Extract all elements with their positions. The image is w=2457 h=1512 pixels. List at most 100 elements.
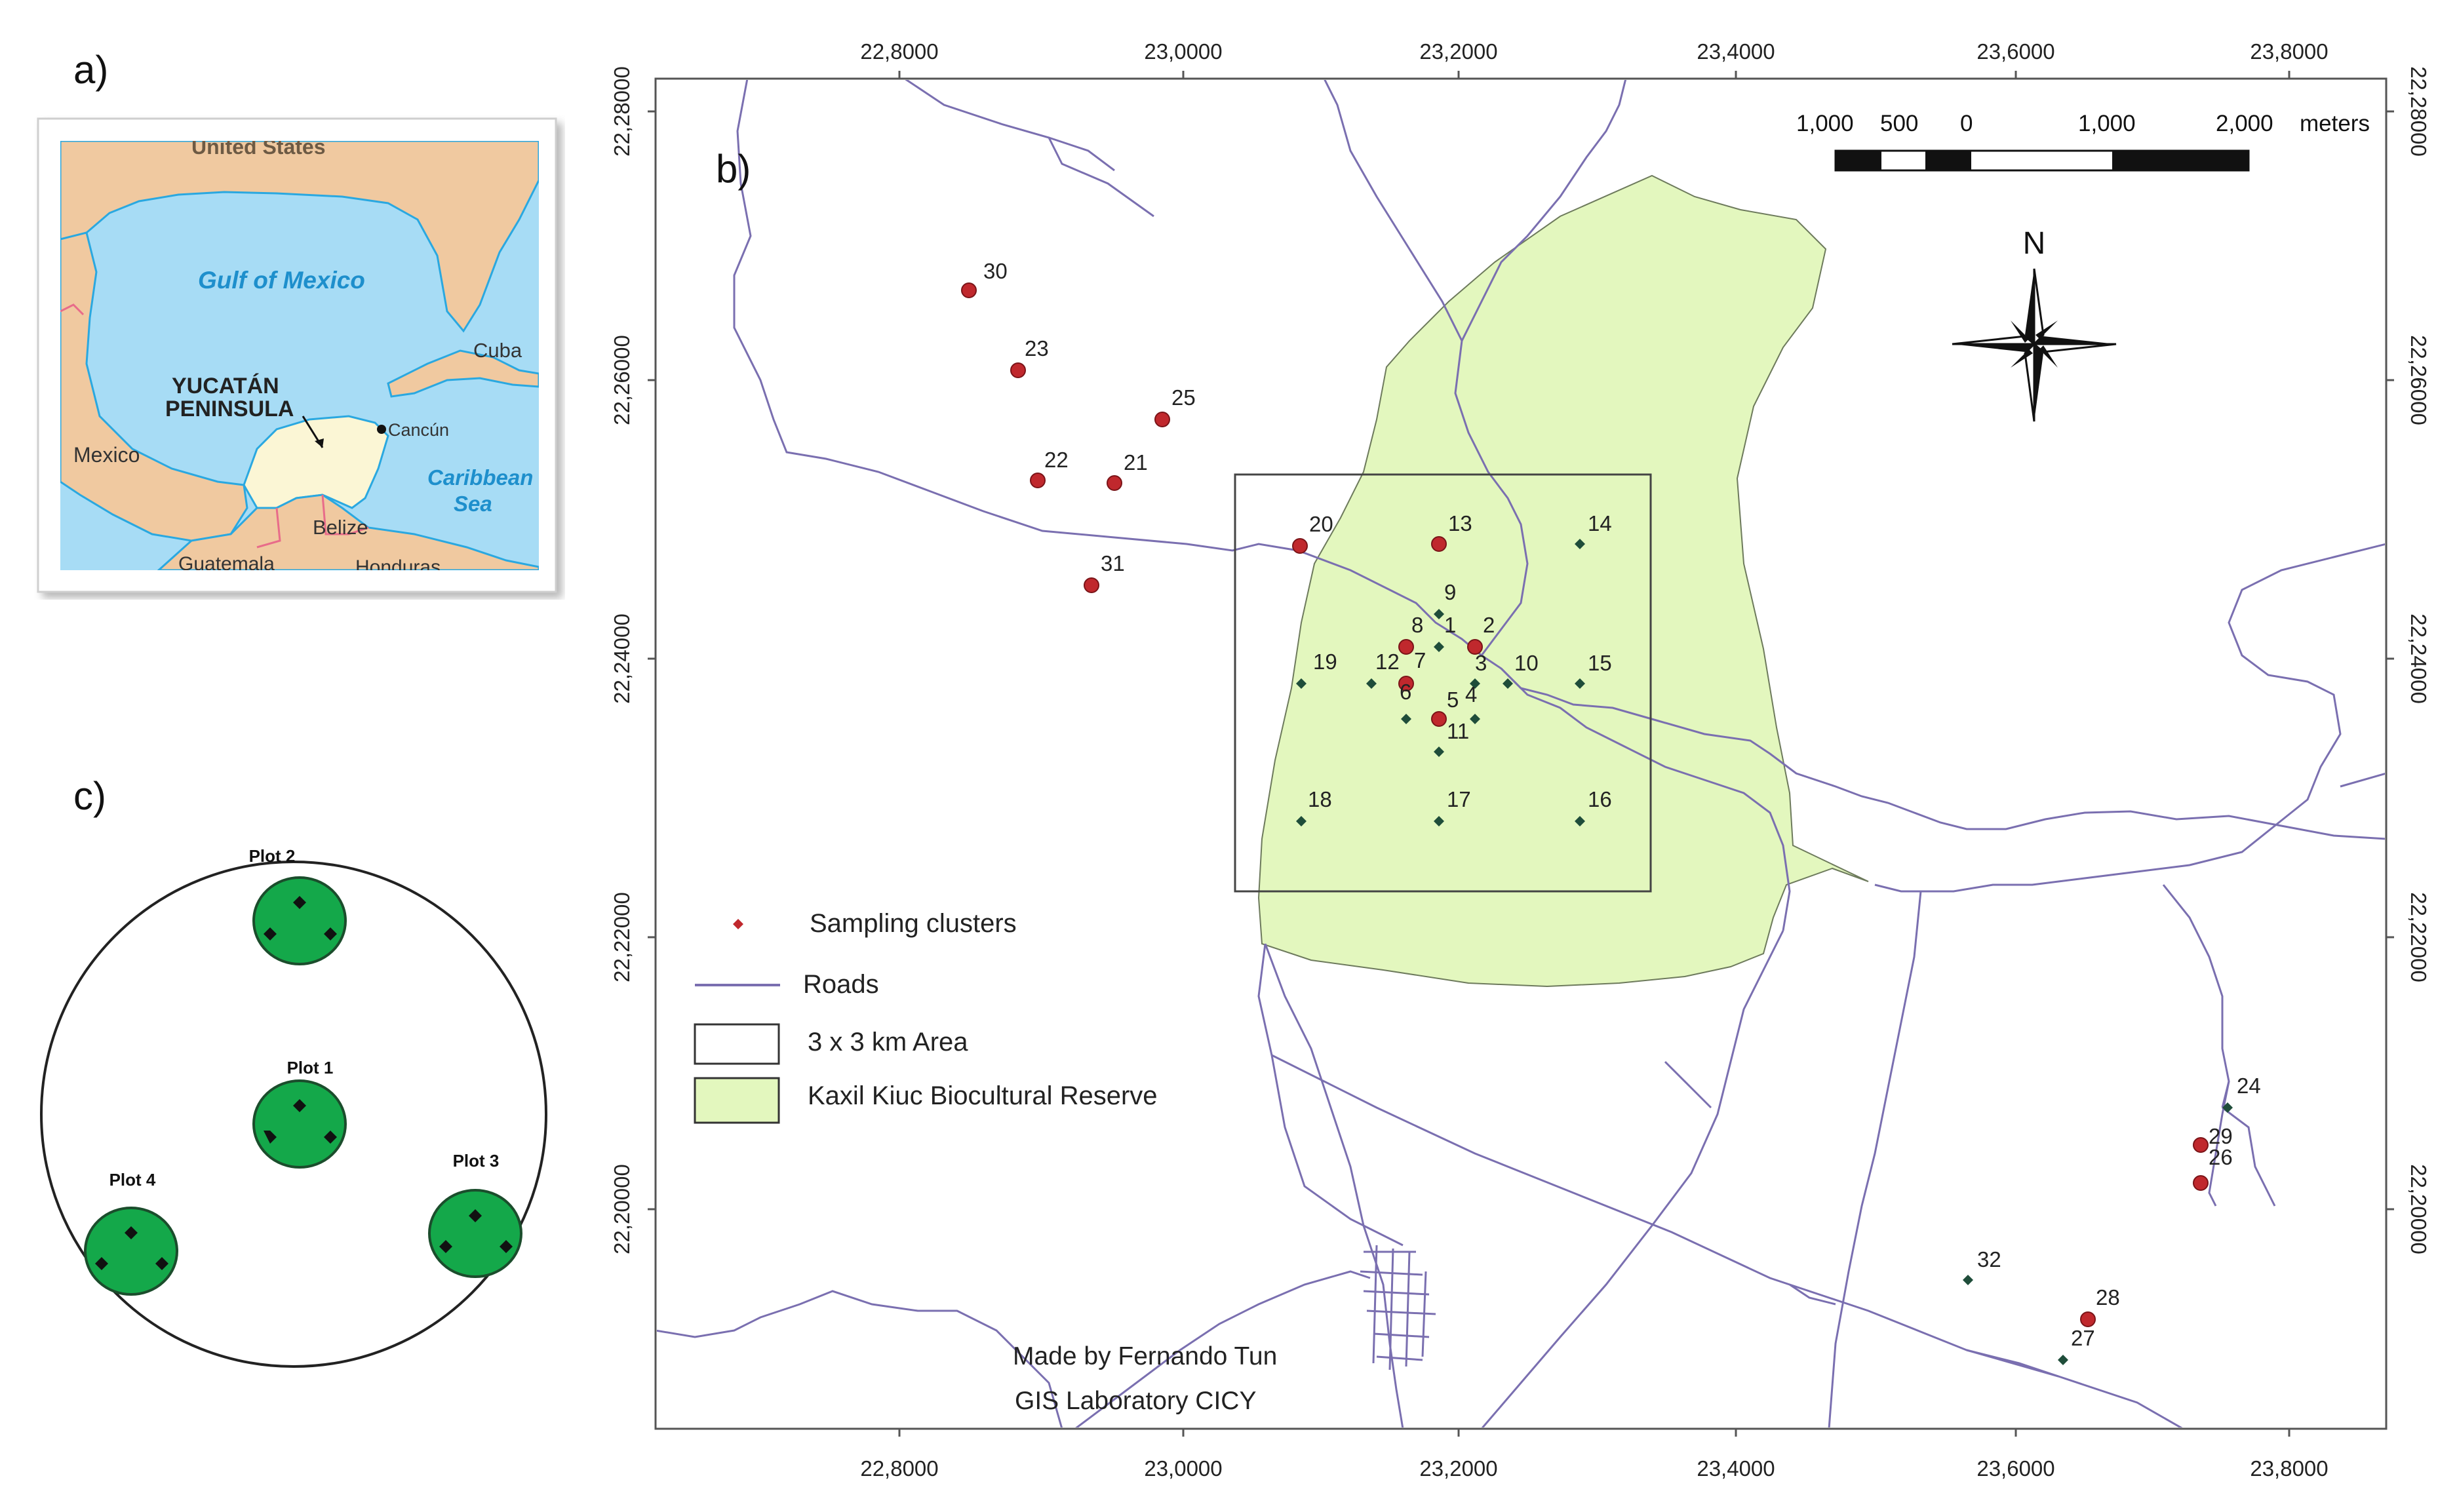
cluster-marker-25 [1154, 412, 1170, 427]
cluster-label-9: 9 [1444, 580, 1456, 604]
cluster-label-25: 25 [1171, 385, 1196, 410]
cluster-label-24: 24 [2237, 1074, 2261, 1098]
cluster-label-30: 30 [983, 259, 1008, 283]
inset-location-map: United States Gulf of Mexico YUCATÁN PEN… [37, 117, 557, 593]
panel-label-b: b) [716, 147, 751, 191]
cluster-label-23: 23 [1025, 336, 1049, 360]
panel-label-c: c) [73, 774, 106, 818]
cluster-label-29: 29 [2209, 1124, 2233, 1148]
inset-cancun-dot [377, 425, 386, 434]
north-arrow-icon: N [1952, 226, 2117, 422]
inset-borders [256, 494, 369, 549]
inset-label-honduras: Honduras [355, 556, 441, 578]
cluster-marker-2 [1467, 639, 1483, 655]
y-tick-left-3: 22,24000 [610, 613, 634, 704]
scale-label-1000: 1,000 [2078, 111, 2136, 136]
cluster-marker-26 [2193, 1175, 2209, 1191]
scale-bar: 1,000 500 0 1,000 2,000 meters [1796, 111, 2370, 172]
x-tick-bottom-6: 23,8000 [2250, 1456, 2328, 1481]
inset-label-guatemala: Guatemala [178, 553, 275, 575]
cluster-marker-16 [1575, 816, 1585, 826]
cluster-marker-12 [1366, 678, 1377, 689]
cluster-label-7: 7 [1414, 648, 1426, 672]
legend-item-area: 3 x 3 km Area [694, 1023, 968, 1065]
cluster-marker-17 [1434, 816, 1444, 826]
inset-cuba-land [387, 349, 539, 398]
roads-network [657, 80, 2385, 1427]
legend-item-roads: Roads [695, 970, 879, 999]
plot-3-label: Plot 3 [453, 1151, 500, 1171]
cluster-label-11: 11 [1447, 719, 1469, 743]
x-tick-bottom-4: 23,4000 [1697, 1456, 1775, 1481]
inset-label-belize: Belize [313, 516, 368, 539]
y-tick-marks [648, 110, 2394, 1211]
y-tick-right-4: 22,22000 [2407, 892, 2431, 982]
cluster-marker-20 [1292, 538, 1308, 554]
y-tick-right-1: 22,28000 [2407, 66, 2431, 157]
cluster-label-16: 16 [1588, 787, 1612, 811]
plot-layout-diagram: Plot 2 Plot 1 Plot 3 Plot 4 [40, 846, 547, 1368]
y-tick-right-3: 22,24000 [2407, 613, 2431, 704]
y-tick-left-1: 22,28000 [610, 66, 634, 157]
inset-mexico-land [60, 231, 248, 542]
cluster-label-10: 10 [1514, 651, 1539, 675]
cluster-marker-22 [1030, 473, 1046, 488]
cluster-label-13: 13 [1448, 511, 1472, 535]
plot-1-label: Plot 1 [287, 1058, 334, 1077]
plot-4-circle [84, 1207, 178, 1296]
scale-label-2000: 2,000 [2216, 111, 2273, 136]
plot-2-circle [252, 876, 347, 965]
cluster-label-22: 22 [1044, 448, 1069, 472]
cluster-marker-14 [1575, 539, 1585, 549]
cluster-label-26: 26 [2209, 1145, 2233, 1169]
x-tick-top-4: 23,4000 [1697, 39, 1775, 64]
x-tick-top-5: 23,6000 [1976, 39, 2054, 64]
inset-label-cancun: Cancún [388, 420, 449, 440]
cluster-label-32: 32 [1977, 1247, 2001, 1271]
cluster-marker-11 [1434, 746, 1444, 757]
inset-label-mexico: Mexico [73, 443, 140, 467]
study-area-box [1234, 473, 1652, 893]
scale-unit-label: meters [2300, 111, 2370, 136]
y-tick-left-5: 22,20000 [610, 1164, 634, 1254]
x-tick-top-1: 22,8000 [860, 39, 938, 64]
inset-label-peninsula-1: YUCATÁN [172, 374, 279, 398]
cluster-marker-31 [1084, 577, 1099, 593]
cluster-marker-10 [1503, 678, 1513, 689]
cluster-marker-27 [2058, 1355, 2068, 1365]
map-credit-lab: GIS Laboratory CICY [1015, 1387, 1256, 1415]
cluster-marker-21 [1107, 475, 1122, 491]
cluster-marker-1 [1434, 642, 1444, 652]
cluster-marker-24 [2222, 1102, 2233, 1113]
cluster-marker-6 [1401, 714, 1411, 724]
x-tick-top-2: 23,0000 [1144, 39, 1222, 64]
cluster-label-31: 31 [1101, 551, 1125, 575]
x-tick-bottom-2: 23,0000 [1144, 1456, 1222, 1481]
cluster-label-17: 17 [1447, 787, 1471, 811]
legend-item-reserve: Kaxil Kiuc Biocultural Reserve [694, 1077, 1158, 1124]
cluster-marker-3 [1470, 678, 1480, 689]
cluster-marker-19 [1296, 678, 1307, 689]
cluster-label-18: 18 [1308, 787, 1332, 811]
scale-label-1000-left: 1,000 [1796, 111, 1854, 136]
cluster-marker-5 [1431, 711, 1447, 727]
cluster-label-6: 6 [1400, 680, 1411, 704]
cluster-label-3: 3 [1475, 651, 1487, 675]
scale-label-0: 0 [1960, 111, 1973, 136]
inset-label-caribbean-1: Caribbean [427, 465, 533, 490]
x-tick-bottom-5: 23,6000 [1976, 1456, 2054, 1481]
cluster-marker-13 [1431, 536, 1447, 552]
cluster-marker-9 [1434, 609, 1444, 619]
svg-text:Kaxil Kiuc Biocultural Reserve: Kaxil Kiuc Biocultural Reserve [808, 1081, 1158, 1110]
y-tick-right-5: 22,20000 [2407, 1164, 2431, 1254]
cluster-marker-30 [961, 282, 977, 298]
cluster-label-28: 28 [2096, 1285, 2120, 1309]
cluster-label-27: 27 [2071, 1326, 2095, 1350]
inset-label-cuba: Cuba [473, 339, 522, 362]
north-label: N [2023, 226, 2046, 261]
scale-label-500: 500 [1880, 111, 1918, 136]
cluster-marker-18 [1296, 816, 1307, 826]
cluster-label-4: 4 [1465, 682, 1477, 707]
cluster-label-8: 8 [1411, 613, 1423, 637]
